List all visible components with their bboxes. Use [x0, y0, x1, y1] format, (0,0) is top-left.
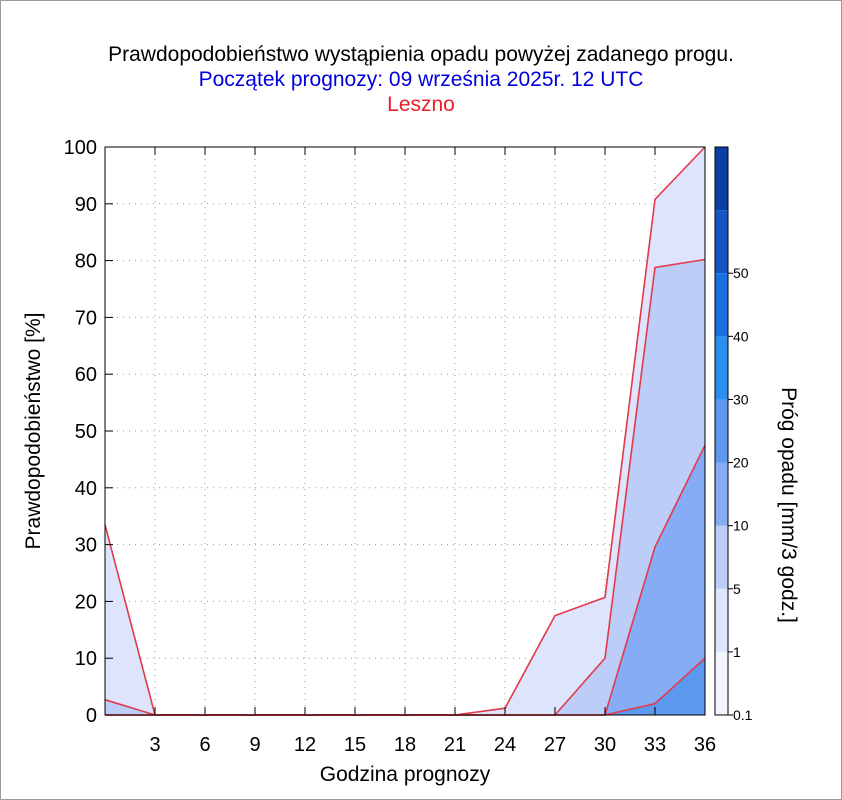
colorbar-label: 40: [733, 328, 749, 344]
colorbar-label: 1: [733, 644, 741, 660]
colorbar-label: 30: [733, 391, 749, 407]
x-tick-label: 15: [344, 734, 366, 756]
x-tick-label: 30: [594, 734, 616, 756]
colorbar-segment: [715, 588, 728, 652]
x-tick-label: 24: [494, 734, 516, 756]
y-tick-label: 30: [75, 535, 97, 557]
grid: [105, 147, 705, 715]
y-tick-label: 40: [75, 478, 97, 500]
colorbar-segment: [715, 336, 728, 400]
colorbar-segment: [715, 399, 728, 463]
chart-subtitle: Początek prognozy: 09 września 2025r. 12…: [198, 68, 644, 91]
colorbar: 0.1 1 5 10 20 30 40 50: [714, 146, 753, 723]
x-tick-label: 18: [394, 734, 416, 756]
y-tick-label: 100: [64, 137, 97, 159]
x-tick-label: 12: [294, 734, 316, 756]
x-tick-label: 6: [199, 734, 210, 756]
colorbar-label: 0.1: [733, 707, 753, 723]
colorbar-label: 50: [733, 265, 749, 281]
x-tick-label: 3: [149, 734, 160, 756]
colorbar-label: 5: [733, 581, 741, 597]
x-tick-label: 33: [644, 734, 666, 756]
colorbar-segment: [715, 147, 728, 211]
colorbar-segment: [715, 210, 728, 274]
y-tick-label: 10: [75, 648, 97, 670]
area-threshold-10: [105, 658, 705, 715]
colorbar-label: 10: [733, 518, 749, 534]
x-tick-label: 36: [694, 734, 716, 756]
chart-location: Leszno: [387, 93, 455, 116]
y-tick-label: 80: [75, 251, 97, 273]
colorbar-segment: [715, 462, 728, 526]
colorbar-border: [714, 146, 729, 716]
area-threshold-5: [105, 445, 705, 715]
x-tick-label: 27: [544, 734, 566, 756]
colorbar-title: Próg opadu [mm/3 godz.]: [777, 387, 800, 623]
chart-title: Prawdopodobieństwo wystąpienia opadu pow…: [108, 43, 734, 66]
x-tick-label: 21: [444, 734, 466, 756]
y-axis-title: Prawdopodobieństwo [%]: [22, 313, 45, 550]
y-tick-label: 50: [75, 421, 97, 443]
y-tick-label: 20: [75, 591, 97, 613]
probability-areas: [105, 147, 705, 715]
x-axis-title: Godzina prognozy: [320, 763, 491, 786]
colorbar-label: 20: [733, 455, 749, 471]
axes: 3 6 9 12 15 18 21 24 27 30 33 360102030405060708090…: [64, 137, 717, 756]
colorbar-segment: [715, 651, 728, 715]
x-tick-label: 9: [249, 734, 260, 756]
y-tick-label: 90: [75, 194, 97, 216]
y-tick-label: 0: [86, 705, 97, 727]
y-tick-label: 70: [75, 307, 97, 329]
colorbar-segment: [715, 525, 728, 589]
y-tick-label: 60: [75, 364, 97, 386]
colorbar-segment: [715, 273, 728, 337]
